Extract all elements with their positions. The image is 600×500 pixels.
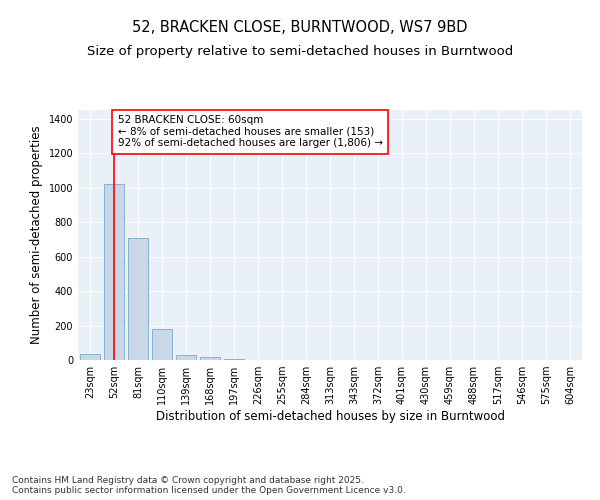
Y-axis label: Number of semi-detached properties: Number of semi-detached properties bbox=[30, 126, 43, 344]
Text: Contains HM Land Registry data © Crown copyright and database right 2025.
Contai: Contains HM Land Registry data © Crown c… bbox=[12, 476, 406, 495]
Bar bbox=[224, 359, 244, 360]
Bar bbox=[104, 184, 124, 360]
Bar bbox=[176, 355, 196, 360]
Text: 52, BRACKEN CLOSE, BURNTWOOD, WS7 9BD: 52, BRACKEN CLOSE, BURNTWOOD, WS7 9BD bbox=[132, 20, 468, 35]
Bar bbox=[152, 329, 172, 360]
Bar bbox=[80, 354, 100, 360]
Bar bbox=[128, 238, 148, 360]
Text: Size of property relative to semi-detached houses in Burntwood: Size of property relative to semi-detach… bbox=[87, 45, 513, 58]
Text: 52 BRACKEN CLOSE: 60sqm
← 8% of semi-detached houses are smaller (153)
92% of se: 52 BRACKEN CLOSE: 60sqm ← 8% of semi-det… bbox=[118, 115, 383, 148]
Bar bbox=[200, 356, 220, 360]
X-axis label: Distribution of semi-detached houses by size in Burntwood: Distribution of semi-detached houses by … bbox=[155, 410, 505, 423]
